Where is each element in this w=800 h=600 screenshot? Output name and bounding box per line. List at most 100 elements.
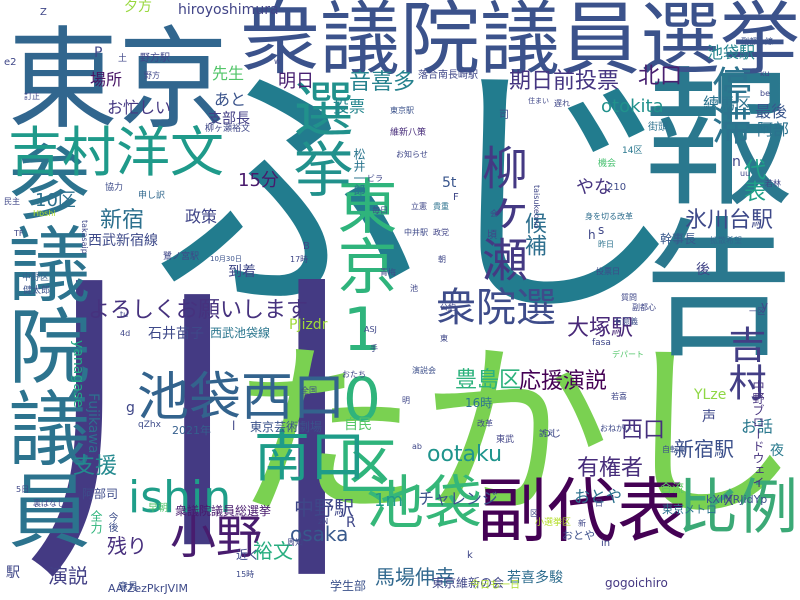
word-cloud-word: 5日	[16, 485, 30, 494]
word-cloud-word: やな	[576, 177, 612, 198]
word-cloud-word: 副都心線	[741, 37, 773, 46]
word-cloud-word: n	[732, 154, 741, 170]
word-cloud-word: 鷺ノ宮駅	[163, 252, 200, 262]
word-cloud-word: 新	[578, 519, 586, 528]
word-cloud-word: 候補	[521, 212, 546, 256]
word-cloud-word: 自転車	[662, 445, 686, 454]
word-cloud-word: 昨日	[598, 240, 614, 249]
word-cloud-word: 柳ヶ瀬裕文	[205, 124, 251, 134]
word-cloud-word: 健太郎	[23, 286, 51, 296]
word-cloud-word: ab	[412, 442, 422, 451]
word-cloud-word: ishin	[128, 472, 232, 523]
word-cloud-word: 演説会	[412, 366, 436, 375]
word-cloud-word: 副都心	[632, 303, 656, 312]
word-cloud-word: 立憲	[411, 202, 427, 211]
word-cloud-word: 到着	[228, 264, 256, 280]
word-cloud-word: 西武新宿線	[88, 233, 158, 249]
word-cloud-word: taisukeono	[532, 185, 541, 229]
word-cloud-word: in	[601, 538, 611, 549]
word-cloud-word: 停滞	[705, 65, 751, 145]
word-cloud-word: 松井一郎	[352, 148, 366, 196]
word-cloud-word: 拡散希望	[710, 236, 742, 245]
word-cloud-word: 残り	[107, 534, 147, 558]
word-cloud-word: ku	[760, 69, 770, 78]
word-cloud-word: 学生部	[330, 579, 367, 593]
word-cloud-word: 有意義	[614, 317, 638, 326]
word-cloud-word: 合流	[660, 481, 685, 495]
word-cloud-word: おとや	[574, 487, 623, 506]
word-cloud-word: お忙しい	[107, 98, 172, 117]
word-cloud-word: チャレンジ	[418, 489, 498, 508]
word-cloud-word: zN	[318, 517, 329, 526]
word-cloud-word: 新宿	[100, 208, 145, 233]
word-cloud-word: 東京メトロ	[662, 503, 717, 516]
word-cloud-word: 日	[595, 499, 603, 508]
word-cloud-word: 氷川台駅	[685, 208, 774, 233]
word-cloud-word: Hbshi	[33, 209, 56, 218]
word-cloud-word: 支部長	[208, 111, 250, 127]
word-cloud-word: よろしくお願いします	[88, 298, 309, 323]
word-cloud-word: 中野駅	[294, 496, 354, 520]
word-cloud-word: 演説	[48, 564, 88, 588]
word-cloud-word: 南口	[254, 425, 366, 490]
word-cloud-word: 意見	[118, 582, 138, 593]
word-cloud-word: 街頭	[648, 122, 668, 133]
word-cloud-word: 公約	[440, 303, 456, 312]
word-cloud-word: 投票日	[596, 267, 620, 276]
word-cloud-word: 210	[607, 182, 627, 193]
word-cloud-word: takasaip	[80, 220, 89, 254]
word-cloud-word: 後	[696, 262, 710, 278]
word-cloud-word: 練馬区	[703, 94, 752, 113]
word-cloud-word: デパート	[612, 350, 644, 359]
word-cloud-word: 音喜多	[349, 70, 416, 95]
word-cloud-word: 15時	[236, 570, 255, 579]
word-cloud-word: 明日	[278, 71, 314, 92]
word-cloud-word: 5t	[442, 175, 457, 191]
word-cloud-word: 副代表	[477, 470, 687, 552]
word-cloud-word: 池袋	[366, 469, 483, 537]
word-cloud-word: Fujikawa	[85, 393, 101, 454]
word-cloud-word: 馬場伸幸	[375, 565, 455, 589]
word-cloud-word: 池	[410, 284, 418, 293]
word-cloud-word: 池袋駅	[707, 43, 756, 62]
word-cloud-word: 柳ヶ瀬	[475, 144, 529, 282]
word-cloud-word: 17時	[290, 255, 309, 264]
word-cloud-word: 会	[490, 209, 498, 218]
word-cloud-word: 全国	[301, 386, 317, 395]
word-cloud-word: 遅れ	[554, 99, 570, 108]
word-cloud-word: 西口	[621, 418, 666, 443]
word-cloud-word: 東京駅	[390, 106, 414, 115]
word-cloud-word: 大塚駅	[567, 316, 634, 341]
word-cloud-word: 民主	[4, 197, 20, 206]
word-cloud-word: e2	[4, 57, 17, 68]
word-cloud-word: 投票	[333, 97, 366, 116]
word-cloud-word: 1m	[374, 490, 403, 511]
word-cloud-word: 小野	[170, 510, 262, 564]
word-cloud-word: ASJ	[364, 325, 377, 334]
word-cloud-word: たかし	[229, 324, 800, 545]
word-cloud-word: 貴重	[433, 202, 449, 211]
word-cloud-word: 中野区	[22, 273, 50, 283]
word-cloud-word: 場所	[90, 70, 123, 89]
word-cloud-word: 野方	[144, 71, 160, 80]
word-cloud-word: be	[760, 89, 770, 98]
word-cloud-word: 一区	[749, 307, 765, 316]
word-cloud-word: あと	[214, 90, 247, 109]
word-cloud-word: 今後	[106, 512, 117, 532]
word-cloud-word: 10月30日	[210, 255, 242, 263]
word-cloud-word: 小選挙区	[535, 518, 572, 528]
word-cloud-word: y	[761, 299, 769, 313]
word-cloud-word: 毎日	[372, 206, 388, 215]
word-cloud-word: 先生	[212, 64, 245, 83]
word-cloud-word: 訂正	[24, 92, 40, 101]
word-cloud-word: 中井駅	[404, 228, 428, 237]
word-cloud-word: 4d	[120, 329, 131, 338]
word-cloud-word: 区	[530, 509, 538, 518]
word-cloud-word: おねがい	[600, 424, 632, 433]
word-cloud-word: 早朝	[148, 503, 168, 514]
word-cloud-word: 2021年	[172, 424, 211, 437]
word-cloud-word: 夕方	[124, 0, 152, 15]
word-cloud-word: yanagase	[70, 340, 86, 408]
word-cloud-word: TF	[14, 229, 24, 238]
